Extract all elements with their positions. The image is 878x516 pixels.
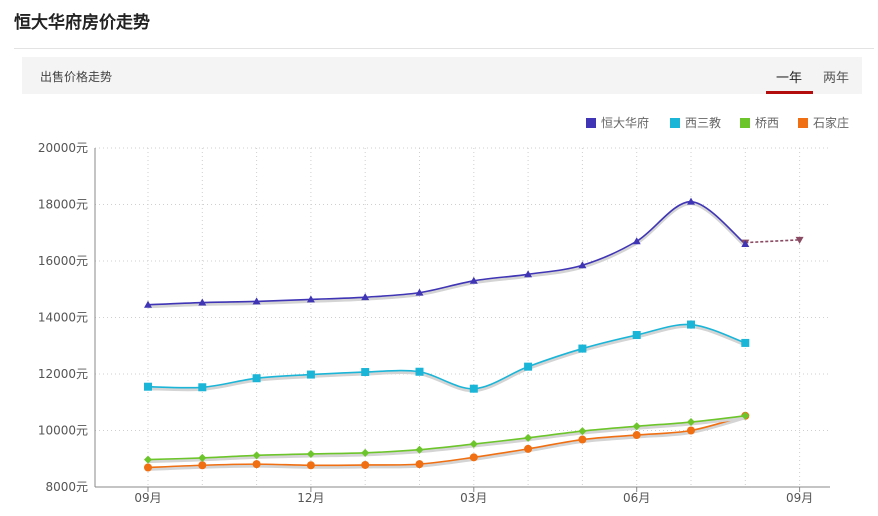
legend-swatch: [670, 118, 680, 128]
y-tick-label: 16000元: [38, 254, 88, 268]
legend-label: 恒大华府: [601, 115, 649, 130]
series-line-shadow: [147, 416, 746, 472]
data-point: [198, 461, 207, 470]
data-point: [198, 453, 207, 462]
series-line-shadow: [147, 324, 746, 393]
legend-label: 西三教: [685, 115, 721, 130]
data-point: [524, 362, 533, 371]
data-point: [632, 331, 641, 340]
page-title: 恒大华府房价走势: [14, 13, 150, 33]
legend-swatch: [586, 118, 596, 128]
data-point: [144, 455, 152, 464]
y-tick-label: 10000元: [38, 424, 88, 438]
forecast-line: [745, 239, 800, 244]
data-point: [524, 444, 533, 453]
y-tick-label: 14000元: [38, 311, 88, 325]
data-point: [687, 418, 695, 427]
forecast-point: [795, 236, 804, 244]
data-point: [524, 270, 533, 278]
title-divider: [14, 48, 874, 49]
series-line-shadow: [147, 416, 746, 464]
data-point: [469, 440, 478, 449]
data-point: [306, 295, 315, 303]
legend-label: 石家庄: [813, 115, 849, 130]
x-tick-label: 09月: [786, 491, 813, 505]
data-point: [741, 338, 750, 347]
legend-swatch: [740, 118, 750, 128]
data-point: [252, 297, 261, 305]
y-tick-label: 12000元: [38, 367, 88, 381]
data-point: [198, 298, 207, 306]
data-point: [306, 449, 315, 458]
x-tick-label: 09月: [134, 491, 161, 505]
active-tab-underline: [766, 91, 813, 94]
data-point: [144, 300, 152, 308]
data-point: [361, 293, 370, 301]
data-point: [632, 237, 641, 245]
legend-label: 桥西: [755, 116, 779, 130]
data-point: [198, 383, 207, 392]
data-point: [415, 460, 424, 469]
data-point: [741, 240, 750, 248]
y-tick-label: 8000元: [45, 480, 88, 494]
x-tick-label: 06月: [623, 491, 650, 505]
data-point: [306, 461, 315, 470]
data-point: [252, 374, 261, 383]
tab-two-years[interactable]: 两年: [823, 71, 850, 86]
data-point: [632, 422, 641, 431]
data-point: [361, 368, 370, 377]
data-point: [578, 435, 587, 444]
data-point: [524, 433, 533, 442]
series-line: [147, 415, 746, 461]
data-point: [415, 288, 424, 296]
y-tick-label: 18000元: [38, 198, 88, 212]
series-line-shadow: [147, 202, 747, 309]
data-point: [469, 453, 478, 462]
data-point: [469, 276, 478, 284]
data-point: [306, 370, 315, 379]
series-line: [147, 323, 746, 390]
data-point: [578, 344, 587, 353]
data-point: [632, 431, 641, 440]
data-point: [578, 427, 587, 436]
data-point: [415, 445, 424, 454]
data-point: [361, 460, 370, 469]
data-point: [687, 197, 695, 205]
data-point: [415, 367, 424, 376]
data-point: [361, 448, 370, 457]
data-point: [252, 460, 261, 469]
data-point: [469, 384, 478, 393]
data-point: [252, 451, 261, 460]
legend-swatch: [798, 118, 808, 128]
data-point: [144, 382, 152, 391]
data-point: [144, 463, 152, 472]
x-tick-label: 03月: [460, 491, 487, 505]
series-line: [147, 415, 746, 469]
tab-one-year[interactable]: 一年: [776, 71, 803, 86]
price-trend-tabbar: 出售价格走势 一年 两年: [22, 57, 862, 94]
data-point: [578, 261, 587, 269]
sale-price-trend-label: 出售价格走势: [40, 70, 113, 84]
data-point: [741, 411, 750, 420]
data-point: [687, 426, 695, 435]
y-tick-label: 20000元: [38, 141, 88, 155]
x-tick-label: 12月: [297, 491, 324, 505]
data-point: [687, 320, 695, 329]
